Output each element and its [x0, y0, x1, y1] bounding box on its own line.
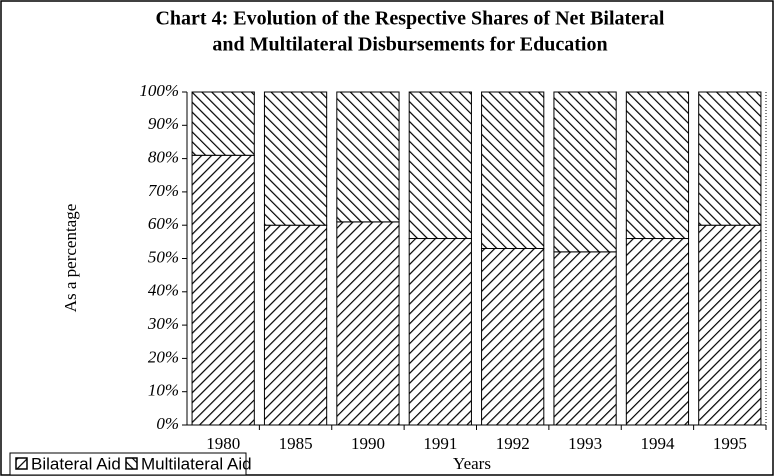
legend-swatch [15, 457, 28, 470]
x-tick-label: 1980 [206, 434, 240, 453]
y-tick-label: 80% [148, 148, 179, 167]
bar-segment [263, 224, 328, 426]
bar-segment [698, 91, 762, 226]
y-tick-label: 90% [148, 114, 179, 133]
x-tick-label: 1985 [279, 434, 313, 453]
chart-title: Chart 4: Evolution of the Respective Sha… [155, 8, 664, 30]
bar-segment [336, 221, 400, 426]
bar-segment [625, 238, 690, 426]
bar-segment [408, 91, 472, 240]
x-tick-label: 1992 [496, 434, 530, 453]
bar-segment [698, 224, 762, 426]
bar-segment [553, 251, 617, 426]
bar-segment [408, 238, 472, 426]
y-tick-label: 10% [148, 381, 179, 400]
x-tick-label: 1993 [568, 434, 602, 453]
y-tick-label: 70% [148, 181, 179, 200]
bar-segment [336, 91, 400, 223]
y-tick-label: 40% [148, 281, 179, 300]
bar-segment [625, 91, 690, 240]
y-tick-label: 0% [156, 414, 179, 433]
y-tick-label: 20% [148, 347, 179, 366]
bar-segment [191, 154, 255, 426]
bar-segment [263, 91, 328, 226]
x-tick-label: 1995 [713, 434, 747, 453]
legend-label: Bilateral Aid [31, 454, 121, 473]
x-tick-label: 1991 [423, 434, 457, 453]
y-axis-title: As a percentage [61, 204, 80, 313]
chart-title: and Multilateral Disbursements for Educa… [212, 34, 607, 56]
bar-segment [191, 91, 255, 156]
y-tick-label: 50% [148, 247, 179, 266]
bar-segment [481, 91, 545, 250]
bar-segment [481, 248, 545, 426]
y-tick-label: 60% [148, 214, 179, 233]
legend-label: Multilateral Aid [141, 454, 252, 473]
y-tick-label: 30% [147, 314, 179, 333]
x-axis-title: Years [453, 454, 491, 473]
x-tick-label: 1990 [351, 434, 385, 453]
bar-segment [553, 91, 617, 253]
legend-swatch [125, 457, 138, 470]
y-tick-label: 100% [139, 81, 179, 100]
x-tick-label: 1994 [640, 434, 675, 453]
